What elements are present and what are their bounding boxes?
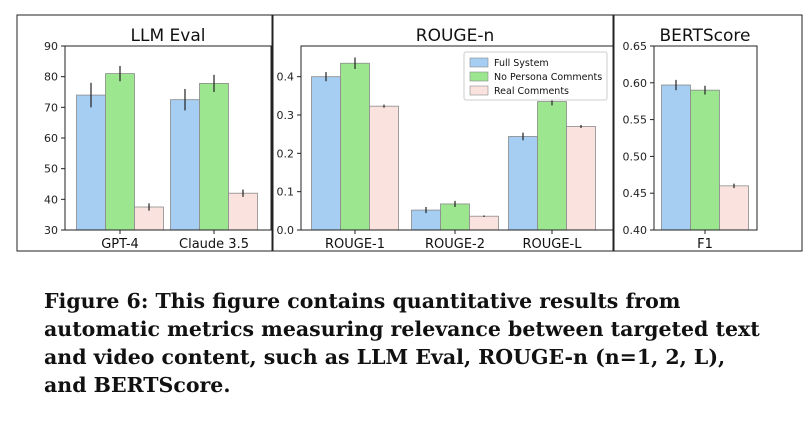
bar [369,105,399,231]
chart-title: BERTScore [660,26,751,46]
plot-frame [653,45,758,231]
bar [566,126,596,231]
chart-panel-3: BERTScore 0.40 0.45 0.50 0.55 0.60 0.65 F1 [623,26,758,252]
y-tick-label: 40 [44,193,58,206]
y-tick-label: 0.0 [277,224,295,237]
x-tick-label: ROUGE-2 [425,237,485,252]
legend-swatch [469,85,489,96]
bar [76,94,106,231]
legend-swatch [469,57,489,68]
y-tick-label: 80 [44,71,58,84]
y-tick-label: 0.50 [623,150,648,163]
bar [105,73,135,231]
legend-box [463,51,608,101]
legend-label: Full System [494,58,549,69]
legend: Full System No Persona Comments Real Comme… [463,51,608,101]
chart-panel-1: LLM Eval 30 40 50 60 70 80 90 GPT-4 Claude 3.5 [44,26,272,252]
y-tick-label: 0.2 [277,147,295,160]
bar [469,215,499,231]
y-tick-label: 0.60 [623,77,648,90]
y-tick-label: 0.65 [623,40,648,53]
bar [340,62,370,231]
y-tick-label: 50 [44,163,58,176]
chart-title: LLM Eval [131,26,206,46]
chart-title: ROUGE-n [416,26,494,46]
bar [199,83,229,231]
bar [661,84,691,231]
bar [537,101,567,231]
panel-border-1 [16,14,273,252]
plot-frame [300,45,614,231]
y-tick-label: 0.55 [623,114,648,127]
y-tick-label: 60 [44,132,58,145]
legend-label: Real Comments [494,86,569,97]
x-tick-label: GPT-4 [101,237,139,252]
y-tick-label: 0.3 [277,109,295,122]
y-tick-label: 0.40 [623,224,648,237]
figure-caption: Figure 6: This figure contains quantitat… [44,289,760,397]
y-tick-label: 70 [44,101,58,114]
y-tick-label: 0.4 [277,71,295,84]
plot-frame [64,45,272,231]
bar [170,99,200,231]
x-tick-label: Claude 3.5 [179,237,249,252]
bar [228,192,258,231]
y-tick-label: 0.1 [277,186,295,199]
bar [690,89,720,231]
panel-border-3 [613,14,803,252]
x-tick-label: ROUGE-1 [325,237,385,252]
bar [719,185,749,231]
chart-panel-2: ROUGE-n 0.0 0.1 0.2 0.3 0.4 ROUGE-1 ROUGE-2 ROUG… [277,26,614,252]
bar [508,136,538,231]
figure-6-charts: LLM Eval 30 40 50 60 70 80 90 GPT-4 Claude 3.5 ROU… [16,14,803,252]
legend-label: No Persona Comments [494,72,602,83]
legend-swatch [469,71,489,82]
x-tick-label: ROUGE-L [522,237,582,252]
bar [311,76,341,231]
y-tick-label: 0.45 [623,187,648,200]
x-tick-label: F1 [697,237,713,252]
y-tick-label: 30 [44,224,58,237]
bar [440,203,470,231]
y-tick-label: 90 [44,40,58,53]
